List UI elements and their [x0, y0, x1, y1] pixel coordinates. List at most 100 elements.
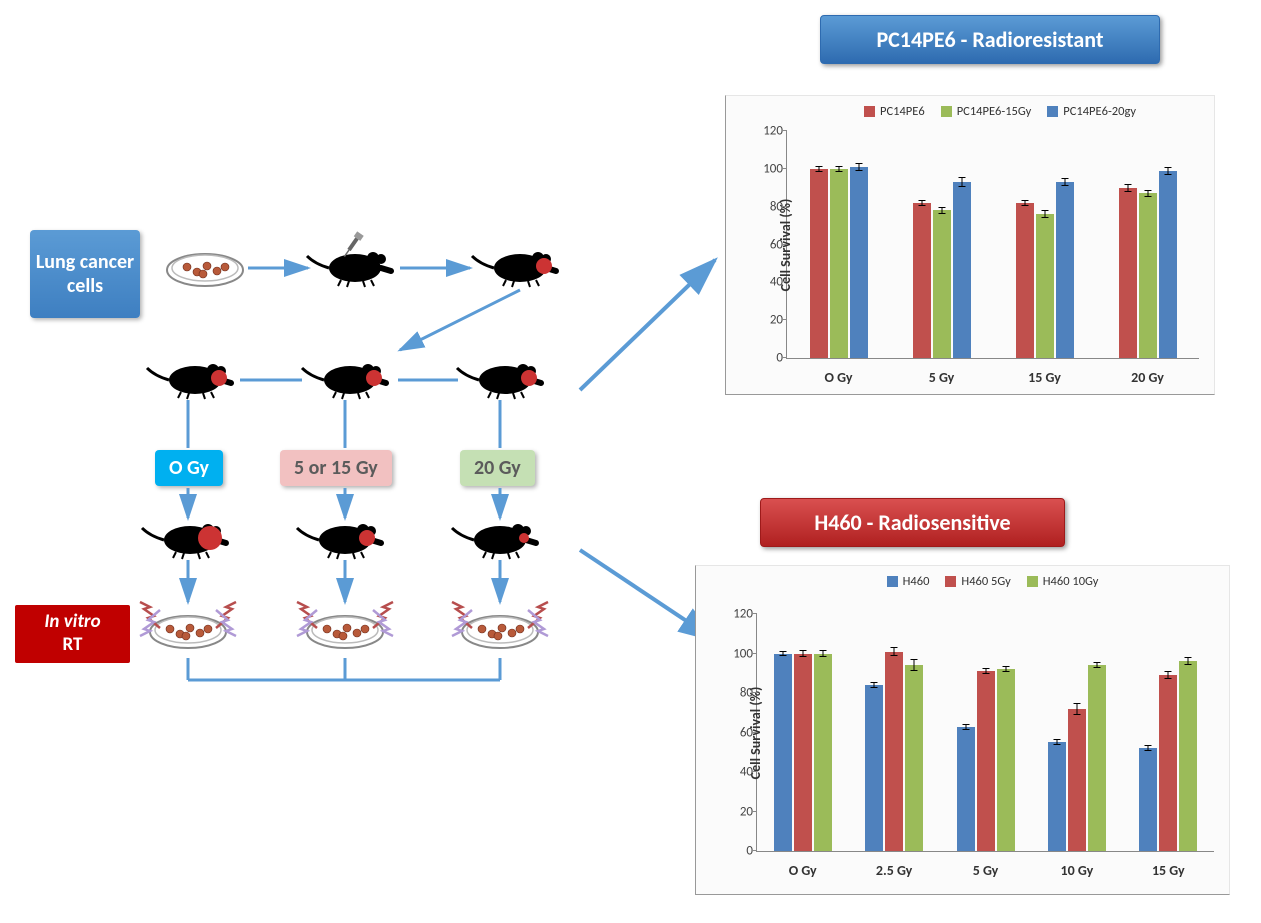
error-bar [1076, 703, 1077, 715]
ytick-label: 80 [725, 686, 753, 701]
xcat-label: O Gy [825, 369, 853, 386]
legend-swatch [941, 106, 952, 117]
ytick-label: 120 [725, 607, 753, 622]
error-bar [822, 650, 823, 658]
ytick-mark [752, 811, 757, 812]
ytick-mark [782, 357, 787, 358]
error-bar [921, 200, 922, 206]
ytick-label: 100 [755, 161, 783, 176]
bar [1119, 188, 1137, 358]
error-bar [858, 163, 859, 171]
xcat-label: 5 Gy [973, 862, 999, 879]
bar [1016, 203, 1034, 358]
bar [1048, 742, 1066, 851]
error-bar [1024, 200, 1025, 206]
diagram-svg [0, 200, 650, 720]
ytick-label: 120 [755, 124, 783, 139]
legend-item: PC14PE6-15Gy [941, 104, 1032, 119]
bar [810, 169, 828, 358]
legend-item: PC14PE6 [864, 104, 925, 119]
h460-header: H460 - Radiosensitive [760, 498, 1065, 547]
bar [957, 727, 975, 851]
bar [1159, 675, 1177, 851]
experiment-diagram: Lung cancer cells O Gy 5 or 15 Gy 20 Gy … [0, 200, 650, 720]
legend-swatch [887, 576, 898, 587]
bar [1036, 214, 1054, 358]
error-bar [874, 682, 875, 688]
error-bar [1147, 190, 1148, 198]
ytick-mark [782, 206, 787, 207]
legend-label: H460 [903, 574, 930, 589]
ytick-mark [782, 281, 787, 282]
ytick-mark [782, 130, 787, 131]
error-bar [985, 668, 986, 674]
bar [913, 203, 931, 358]
legend-label: H460 10Gy [1043, 574, 1099, 589]
legend-swatch [1047, 106, 1058, 117]
bar [1179, 661, 1197, 851]
error-bar [1127, 184, 1128, 192]
error-bar [818, 166, 819, 172]
error-bar [1044, 210, 1045, 218]
bar [1088, 665, 1106, 851]
bar [814, 654, 832, 852]
error-bar [941, 207, 942, 215]
ytick-mark [752, 613, 757, 614]
ytick-mark [782, 168, 787, 169]
bar [997, 669, 1015, 851]
error-bar [1167, 167, 1168, 175]
ytick-mark [752, 692, 757, 693]
error-bar [838, 166, 839, 172]
xcat-label: 15 Gy [1028, 369, 1061, 386]
bar [1056, 182, 1074, 358]
error-bar [894, 647, 895, 657]
bar [794, 654, 812, 852]
ytick-label: 20 [755, 313, 783, 328]
ytick-label: 40 [755, 275, 783, 290]
h460-legend: H460 H460 5Gy H460 10Gy [766, 574, 1219, 589]
error-bar [1005, 666, 1006, 672]
legend-item: H460 [887, 574, 930, 589]
error-bar [1188, 657, 1189, 665]
ytick-label: 60 [725, 725, 753, 740]
error-bar [914, 659, 915, 671]
bar [933, 210, 951, 358]
ytick-label: 0 [755, 351, 783, 366]
legend-label: PC14PE6 [880, 104, 925, 119]
bar [1139, 193, 1157, 358]
ytick-label: 20 [725, 804, 753, 819]
ytick-label: 80 [755, 199, 783, 214]
ytick-mark [752, 771, 757, 772]
ytick-label: 60 [755, 237, 783, 252]
error-bar [1148, 745, 1149, 751]
ytick-label: 0 [725, 844, 753, 859]
ytick-mark [752, 653, 757, 654]
error-bar [1096, 662, 1097, 668]
error-bar [1064, 178, 1065, 186]
error-bar [802, 650, 803, 658]
bar [865, 685, 883, 851]
legend-swatch [945, 576, 956, 587]
xcat-label: 20 Gy [1131, 369, 1164, 386]
h460-plot-area: Cell Survival (%) 020406080100120O Gy2.5… [756, 614, 1214, 852]
ytick-mark [782, 319, 787, 320]
bar [850, 167, 868, 358]
xcat-label: 2.5 Gy [876, 862, 912, 879]
error-bar [1056, 739, 1057, 745]
ytick-mark [782, 244, 787, 245]
ytick-mark [752, 732, 757, 733]
legend-label: H460 5Gy [961, 574, 1010, 589]
bar [977, 671, 995, 851]
bar [953, 182, 971, 358]
error-bar [1168, 671, 1169, 679]
bar [830, 169, 848, 358]
ytick-label: 40 [725, 765, 753, 780]
pc-plot-area: Cell Survival (%) 020406080100120O Gy5 G… [786, 131, 1199, 359]
xcat-label: O Gy [789, 862, 817, 879]
error-bar [961, 177, 962, 186]
legend-swatch [1027, 576, 1038, 587]
error-bar [782, 651, 783, 657]
pc14pe6-header: PC14PE6 - Radioresistant [820, 15, 1160, 64]
bar [1159, 171, 1177, 358]
ytick-mark [752, 850, 757, 851]
